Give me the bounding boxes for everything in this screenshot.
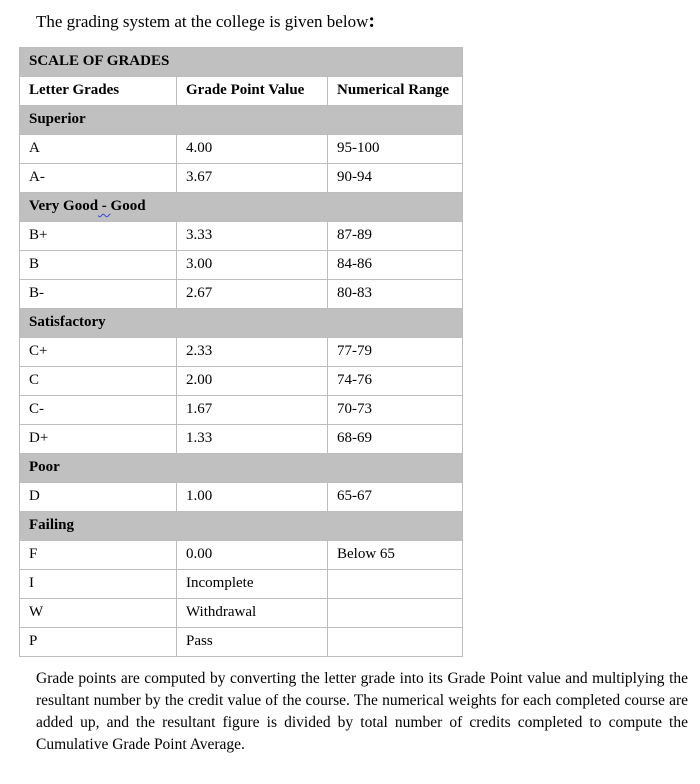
section-row-very-good-good: Very Good - Good [18,192,464,222]
cell-point-value: 4.00 [176,134,328,164]
cell-point-value: 1.33 [176,424,328,454]
table-row: B 3.00 84-86 [19,250,464,280]
table-row: F 0.00 Below 65 [19,540,464,570]
table-row: C 2.00 74-76 [19,366,464,396]
cell-point-value: 2.33 [176,337,328,367]
cell-letter-grade: A- [19,163,177,193]
table-caption: SCALE OF GRADES [18,47,464,77]
cell-letter-grade: I [19,569,177,599]
cell-numerical-range [326,598,464,628]
cell-letter-grade: F [19,540,177,570]
cell-numerical-range: 74-76 [326,366,464,396]
cell-letter-grade: D+ [19,424,177,454]
section-label-after: Good [110,198,146,214]
cell-point-value: Pass [176,627,328,657]
cell-letter-grade: C [19,366,177,396]
table-row: A 4.00 95-100 [19,134,464,164]
cell-letter-grade: C+ [19,337,177,367]
grammar-squiggle-underline: - [98,198,111,214]
column-header-grade-point-value: Grade Point Value [176,76,328,106]
section-label: Very Good - Good [18,192,464,222]
section-row-superior: Superior [18,105,464,135]
cell-numerical-range [326,569,464,599]
cell-letter-grade: B [19,250,177,280]
cell-numerical-range: 87-89 [326,221,464,251]
column-header-numerical-range: Numerical Range [326,76,464,106]
cell-point-value: 1.00 [176,482,328,512]
cell-point-value: 3.00 [176,250,328,280]
document-title-text: The grading system at the college is giv… [36,12,369,31]
cell-point-value: Incomplete [176,569,328,599]
section-row-satisfactory: Satisfactory [18,308,464,338]
section-label: Poor [18,453,464,483]
cell-letter-grade: P [19,627,177,657]
table-row: D 1.00 65-67 [19,482,464,512]
cell-numerical-range: 70-73 [326,395,464,425]
section-label: Failing [18,511,464,541]
section-label-before: Very Good [29,198,99,214]
cell-numerical-range: 68-69 [326,424,464,454]
table-column-header-row: Letter Grades Grade Point Value Numerica… [19,76,464,106]
cell-point-value: 3.67 [176,163,328,193]
column-header-letter-grades: Letter Grades [19,76,177,106]
cell-letter-grade: A [19,134,177,164]
table-row: D+ 1.33 68-69 [19,424,464,454]
cell-numerical-range: 77-79 [326,337,464,367]
section-row-poor: Poor [18,453,464,483]
table-row: B+ 3.33 87-89 [19,221,464,251]
cell-numerical-range: 65-67 [326,482,464,512]
table-row: A- 3.67 90-94 [19,163,464,193]
section-label: Superior [18,105,464,135]
table-row: I Incomplete [19,569,464,599]
cell-point-value: 3.33 [176,221,328,251]
table-row: B- 2.67 80-83 [19,279,464,309]
grades-table: SCALE OF GRADES Letter Grades Grade Poin… [18,47,464,657]
cell-letter-grade: W [19,598,177,628]
table-row: C+ 2.33 77-79 [19,337,464,367]
cell-letter-grade: C- [19,395,177,425]
cell-letter-grade: B- [19,279,177,309]
cell-point-value: 1.67 [176,395,328,425]
cell-letter-grade: D [19,482,177,512]
cell-numerical-range [326,627,464,657]
cell-point-value: 2.00 [176,366,328,396]
document-title-colon: : [368,10,377,32]
cell-numerical-range: 90-94 [326,163,464,193]
document-title: The grading system at the college is giv… [36,9,690,34]
cell-numerical-range: 84-86 [326,250,464,280]
cell-point-value: 0.00 [176,540,328,570]
cell-letter-grade: B+ [19,221,177,251]
cell-numerical-range: 95-100 [326,134,464,164]
table-row: C- 1.67 70-73 [19,395,464,425]
section-row-failing: Failing [18,511,464,541]
table-row: W Withdrawal [19,598,464,628]
document-page: The grading system at the college is giv… [0,9,700,784]
cell-point-value: Withdrawal [176,598,328,628]
table-caption-row: SCALE OF GRADES [18,47,464,77]
footer-paragraph: Grade points are computed by converting … [36,670,688,753]
section-label: Satisfactory [18,308,464,338]
cell-numerical-range: Below 65 [326,540,464,570]
cell-point-value: 2.67 [176,279,328,309]
table-row: P Pass [19,627,464,657]
cell-numerical-range: 80-83 [326,279,464,309]
